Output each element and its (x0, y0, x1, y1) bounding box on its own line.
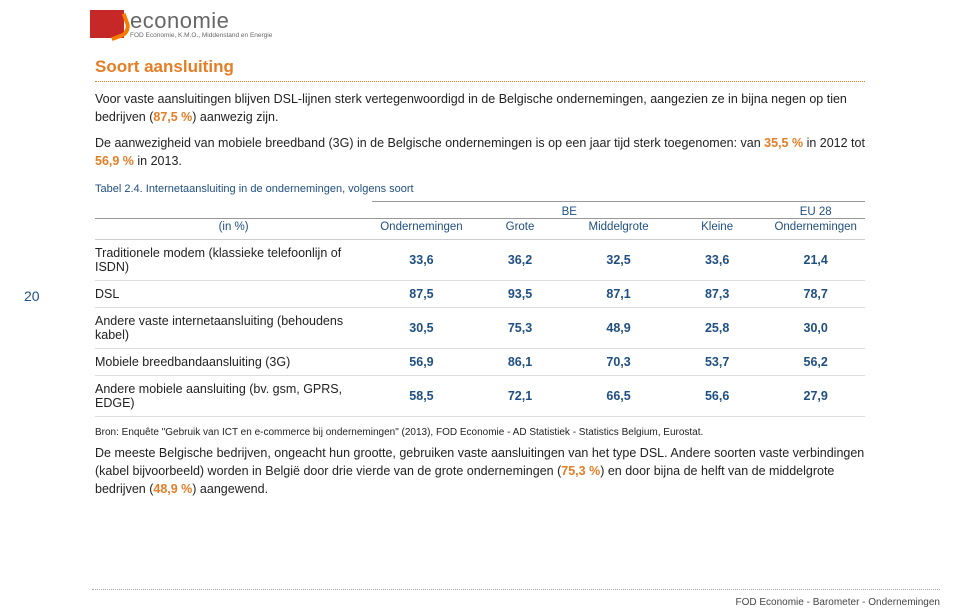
cell: 30,5 (372, 307, 471, 348)
p2-highlight-1: 35,5 % (764, 136, 803, 150)
data-table: BE EU 28 (in %) Ondernemingen Grote Midd… (95, 201, 865, 417)
table-row: Mobiele breedbandaansluiting (3G) 56,9 8… (95, 348, 865, 375)
row-label: Traditionele modem (klassieke telefoonli… (95, 239, 372, 280)
page-number: 20 (24, 288, 40, 304)
region-be: BE (372, 201, 766, 218)
inpct-label: (in %) (95, 218, 372, 239)
p2-text-c: in 2013. (134, 154, 182, 168)
cell: 72,1 (471, 375, 570, 416)
source-line: Bron: Enquête "Gebruik van ICT en e-comm… (95, 427, 865, 438)
cell: 33,6 (668, 239, 767, 280)
cell: 56,2 (766, 348, 865, 375)
cell: 33,6 (372, 239, 471, 280)
row-label: Andere vaste internetaansluiting (behoud… (95, 307, 372, 348)
cell: 70,3 (569, 348, 668, 375)
cell: 21,4 (766, 239, 865, 280)
cell: 58,5 (372, 375, 471, 416)
p2-text-a: De aanwezigheid van mobiele breedband (3… (95, 136, 764, 150)
col-2: Middelgrote (569, 218, 668, 239)
cell: 87,5 (372, 280, 471, 307)
row-label: DSL (95, 280, 372, 307)
paragraph-1: Voor vaste aansluitingen blijven DSL-lij… (95, 90, 865, 126)
p3-text-c: ) aangewend. (192, 482, 268, 496)
paragraph-2: De aanwezigheid van mobiele breedband (3… (95, 134, 865, 170)
brand-header: economie FOD Economie, K.M.O., Middensta… (0, 0, 960, 43)
col-3: Kleine (668, 218, 767, 239)
cell: 78,7 (766, 280, 865, 307)
p1-text-b: ) aanwezig zijn. (192, 110, 278, 124)
cell: 87,3 (668, 280, 767, 307)
cell: 30,0 (766, 307, 865, 348)
p2-highlight-2: 56,9 % (95, 154, 134, 168)
paragraph-3: De meeste Belgische bedrijven, ongeacht … (95, 444, 865, 498)
table-header-row: (in %) Ondernemingen Grote Middelgrote K… (95, 218, 865, 239)
section-title: Soort aansluiting (95, 57, 865, 82)
main-content: Soort aansluiting Voor vaste aansluiting… (0, 43, 960, 498)
cell: 75,3 (471, 307, 570, 348)
col-4: Ondernemingen (766, 218, 865, 239)
cell: 86,1 (471, 348, 570, 375)
p1-highlight-1: 87,5 % (153, 110, 192, 124)
cell: 93,5 (471, 280, 570, 307)
logo-text-wrap: economie FOD Economie, K.M.O., Middensta… (130, 8, 272, 39)
footer-divider (92, 589, 940, 590)
row-label: Mobiele breedbandaansluiting (3G) (95, 348, 372, 375)
cell: 48,9 (569, 307, 668, 348)
p2-text-b: in 2012 tot (803, 136, 865, 150)
brand-subtitle: FOD Economie, K.M.O., Middenstand en Ene… (130, 32, 272, 39)
region-eu: EU 28 (766, 201, 865, 218)
cell: 53,7 (668, 348, 767, 375)
table-row: DSL 87,5 93,5 87,1 87,3 78,7 (95, 280, 865, 307)
cell: 56,9 (372, 348, 471, 375)
p3-highlight-2: 48,9 % (153, 482, 192, 496)
table-caption: Tabel 2.4. Internetaansluiting in de ond… (95, 183, 865, 195)
table-body: Traditionele modem (klassieke telefoonli… (95, 239, 865, 416)
brand-name: economie (130, 8, 272, 34)
cell: 36,2 (471, 239, 570, 280)
col-1: Grote (471, 218, 570, 239)
table-row: Traditionele modem (klassieke telefoonli… (95, 239, 865, 280)
table-row: Andere mobiele aansluiting (bv. gsm, GPR… (95, 375, 865, 416)
cell: 32,5 (569, 239, 668, 280)
table-row: Andere vaste internetaansluiting (behoud… (95, 307, 865, 348)
logo-icon (90, 10, 124, 38)
cell: 56,6 (668, 375, 767, 416)
p3-highlight-1: 75,3 % (561, 464, 600, 478)
col-0: Ondernemingen (372, 218, 471, 239)
cell: 87,1 (569, 280, 668, 307)
cell: 66,5 (569, 375, 668, 416)
footer-text: FOD Economie - Barometer - Ondernemingen (735, 597, 940, 608)
cell: 27,9 (766, 375, 865, 416)
table-region-row: BE EU 28 (95, 201, 865, 218)
row-label: Andere mobiele aansluiting (bv. gsm, GPR… (95, 375, 372, 416)
cell: 25,8 (668, 307, 767, 348)
